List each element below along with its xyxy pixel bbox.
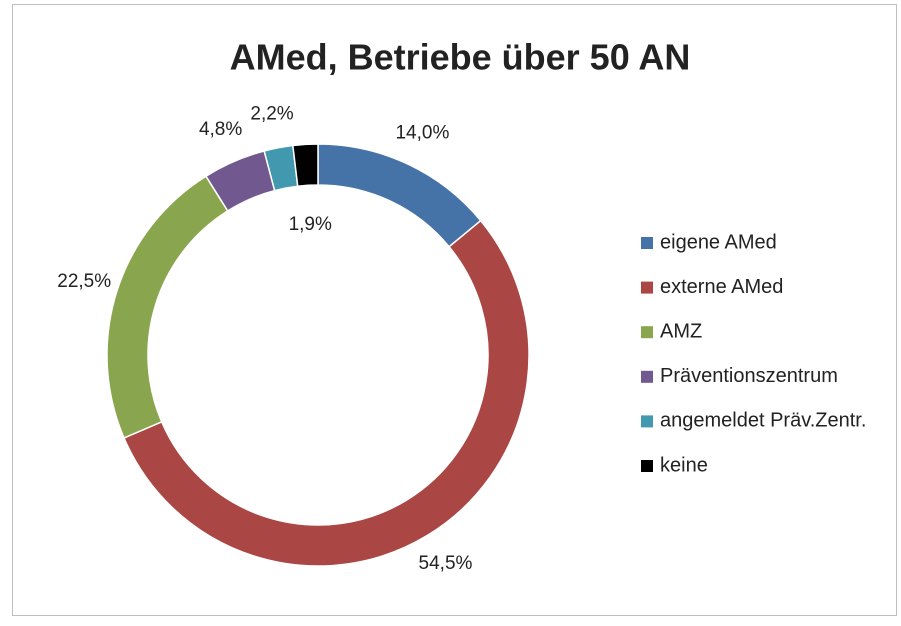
data-label: 14,0%: [395, 122, 449, 143]
legend-label: AMZ: [660, 320, 702, 342]
data-label: 22,5%: [57, 271, 111, 292]
donut-slice: [292, 143, 319, 188]
data-label: 1,9%: [289, 214, 332, 235]
legend-label: keine: [660, 454, 708, 476]
legend-swatch: [641, 370, 653, 383]
legend-label: Präventionszentrum: [660, 365, 838, 387]
data-label: 2,2%: [250, 103, 293, 124]
legend-swatch: [641, 326, 653, 339]
legend-swatch: [641, 237, 653, 249]
data-label: 54,5%: [419, 553, 473, 574]
data-label: 4,8%: [199, 119, 242, 140]
legend-label: externe AMed: [660, 276, 783, 298]
legend-label: eigene AMed: [660, 231, 777, 253]
legend-label: angemeldet Präv.Zentr.: [660, 410, 866, 432]
chart-title: AMed, Betriebe über 50 AN: [230, 37, 691, 78]
legend-swatch: [641, 460, 653, 472]
legend-swatch: [641, 415, 653, 428]
legend-swatch: [641, 281, 653, 294]
donut-slice: [123, 219, 530, 567]
